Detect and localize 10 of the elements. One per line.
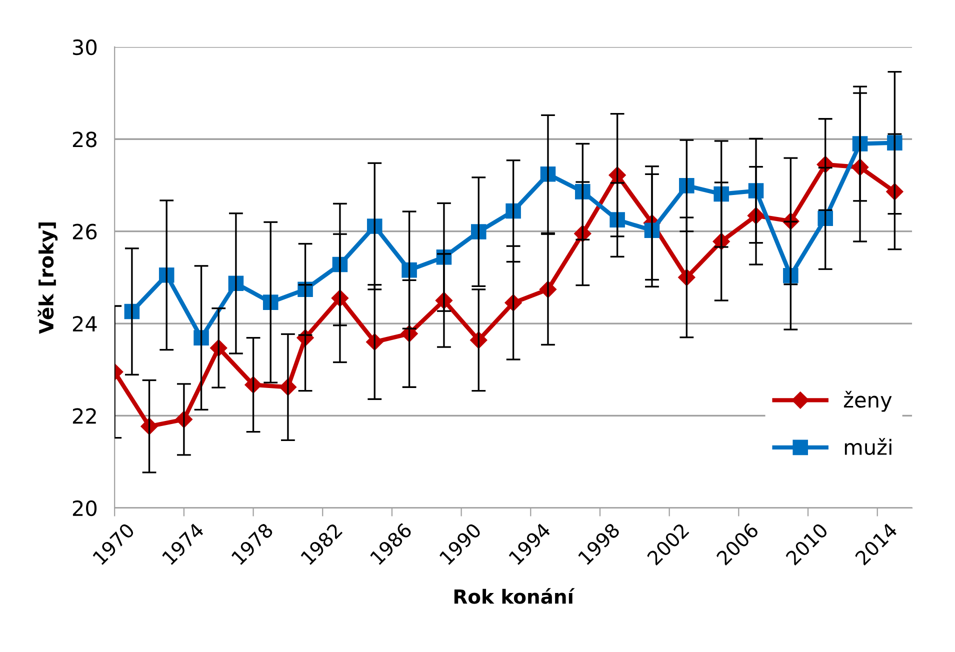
y-tick-label: 24 — [72, 316, 97, 332]
y-tick-label: 26 — [72, 224, 97, 240]
legend-label: muži — [844, 438, 892, 456]
legend-label: ženy — [844, 390, 892, 412]
y-tick-label: 28 — [72, 132, 97, 148]
y-tick-label: 30 — [73, 39, 97, 56]
y-tick-label: 20 — [72, 500, 97, 516]
y-tick-label: 22 — [72, 408, 96, 424]
x-axis-title: Rok konání — [454, 588, 575, 604]
y-axis-title: Věk [roky] — [38, 222, 58, 334]
